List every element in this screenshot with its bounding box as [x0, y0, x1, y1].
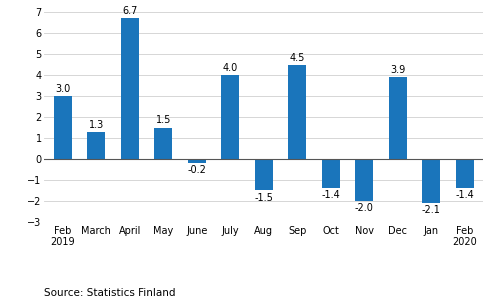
Text: Source: Statistics Finland: Source: Statistics Finland	[44, 288, 176, 298]
Bar	[254, 159, 273, 190]
Bar	[355, 159, 373, 201]
Text: -1.4: -1.4	[456, 190, 474, 200]
Bar	[54, 96, 72, 159]
Text: 3.0: 3.0	[55, 84, 70, 94]
Bar	[321, 159, 340, 188]
Text: 6.7: 6.7	[122, 6, 138, 16]
Text: -1.4: -1.4	[321, 190, 340, 200]
Text: 3.9: 3.9	[390, 65, 405, 75]
Bar	[154, 128, 173, 159]
Text: -2.1: -2.1	[422, 205, 441, 215]
Text: -0.2: -0.2	[187, 165, 206, 175]
Bar	[288, 65, 307, 159]
Text: 4.5: 4.5	[289, 53, 305, 63]
Bar	[422, 159, 440, 203]
Bar	[388, 77, 407, 159]
Text: -1.5: -1.5	[254, 192, 273, 202]
Text: 1.3: 1.3	[89, 120, 104, 130]
Bar	[221, 75, 240, 159]
Text: 1.5: 1.5	[156, 116, 171, 126]
Bar	[187, 159, 206, 163]
Bar	[87, 132, 106, 159]
Bar	[121, 19, 139, 159]
Text: 4.0: 4.0	[223, 63, 238, 73]
Bar	[456, 159, 474, 188]
Text: -2.0: -2.0	[355, 203, 374, 213]
